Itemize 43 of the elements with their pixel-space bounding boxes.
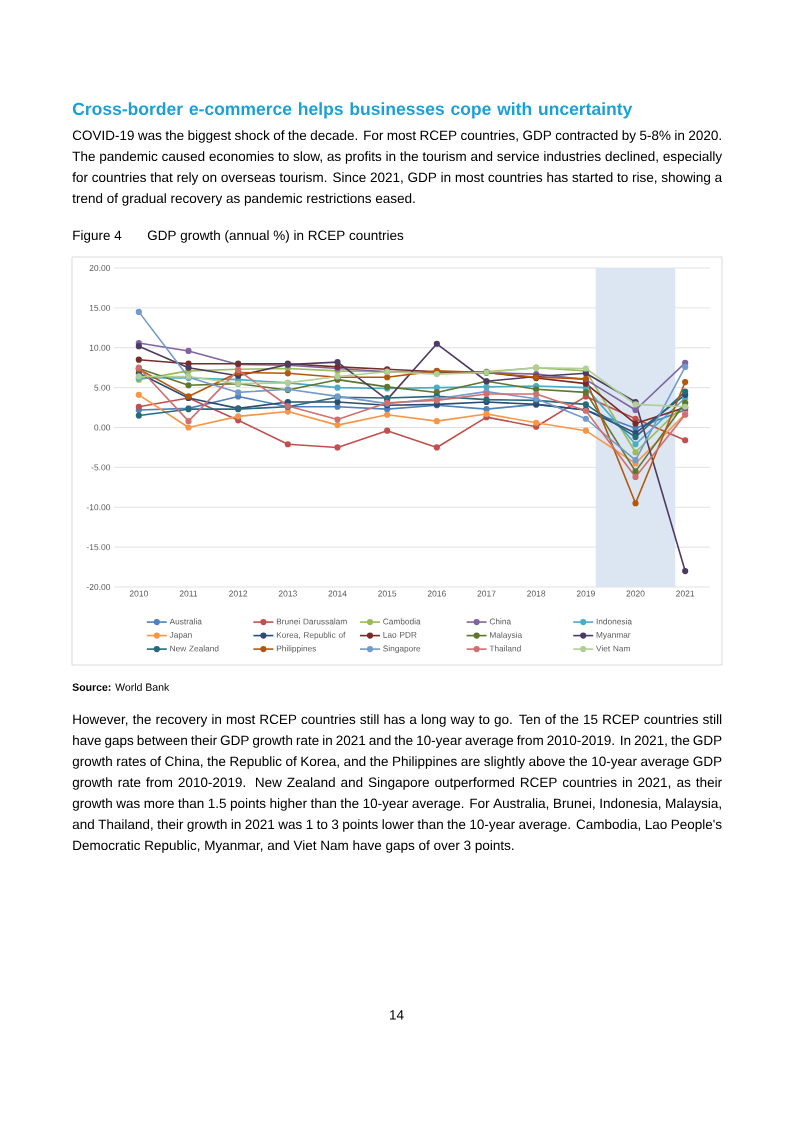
y-tick-label: 20.00 [89, 265, 111, 272]
y-tick-label: -15.00 [86, 544, 111, 551]
x-tick-label: 2011 [179, 590, 198, 597]
y-tick-label: 5.00 [94, 384, 111, 391]
legend-label: Cambodia [383, 618, 421, 625]
legend-label: Lao PDR [383, 631, 417, 638]
text: 14 [390, 1010, 404, 1020]
x-tick-label: 2013 [278, 590, 297, 597]
legend-label: Viet Nam [596, 645, 630, 652]
text: Source: World Bank [72, 683, 170, 691]
text: Cross-border e-commerce helps businesses cope with uncertainty [72, 102, 633, 119]
y-tick-label: 0.00 [94, 424, 111, 431]
legend-label: Australia [169, 618, 202, 625]
legend-label: Philippines [276, 645, 317, 654]
legend-label: Myanmar [596, 631, 631, 640]
x-tick-label: 2020 [626, 590, 645, 597]
chart-title: GDP growth (annual %) in RCEP countries [147, 230, 404, 243]
x-tick-label: 2018 [527, 590, 546, 597]
y-tick-label: 10.00 [89, 344, 111, 351]
y-tick-label: -10.00 [86, 504, 111, 511]
y-tick-label: -5.00 [91, 464, 111, 471]
y-tick-label: -20.00 [86, 584, 111, 591]
x-tick-label: 2012 [229, 590, 248, 597]
legend-label: Korea, Republic of [276, 631, 346, 640]
legend-label: Japan [169, 631, 192, 640]
legend-label: Indonesia [596, 618, 632, 625]
y-tick-label: 15.00 [89, 304, 111, 311]
x-tick-label: 2010 [129, 590, 148, 597]
x-tick-label: 2014 [328, 590, 347, 597]
x-tick-label: 2019 [576, 590, 595, 597]
legend-label: New Zealand [170, 645, 219, 652]
text: However, the recovery in most RCEP countries still has a long way to go. Ten of the 15 RCEP countries still have gaps between their GDP growth rate in 2021 and the 10-year average from 2010-2019. In 2021, the GDP growth rates of China, the Republic of Korea, and the Philippines are slightly above the 10-year average GDP growth rate from 2010-2019. New Zealand and Singapore outperformed RCEP countries in 2021, as their growth was more than 1.5 points higher than the 10-year average. For Australia, Brunei, Indonesia, Malaysia, and Thailand, their growth in 2021 was 1 to 3 points lower than the 10-year average. Cambodia, Lao People's Democratic Republic, Myanmar, and Viet Nam have gaps of over 3 points. [72, 714, 722, 853]
legend-label: China [489, 618, 512, 625]
x-tick-label: 2021 [676, 590, 695, 597]
x-tick-label: 2015 [378, 590, 397, 597]
legend-label: Malaysia [490, 631, 523, 640]
legend-label: Thailand [489, 645, 521, 652]
text: COVID-19 was the biggest shock of the decade. For most RCEP countries, GDP contracted by 5-8% in 2020. The pandemic caused economies to slow, as profits in the tourism and service industries declined, especially for countries that rely on overseas tourism. Since 2021, GDP in most countries has started to rise, showing a trend of gradual recovery as pandemic restrictions eased. [72, 130, 723, 206]
x-tick-label: 2016 [427, 590, 446, 597]
legend-label: Brunei Darussalam [276, 618, 347, 625]
caption: Figure 4 [73, 230, 122, 243]
legend-label: Singapore [383, 645, 421, 654]
x-tick-label: 2017 [477, 590, 496, 597]
